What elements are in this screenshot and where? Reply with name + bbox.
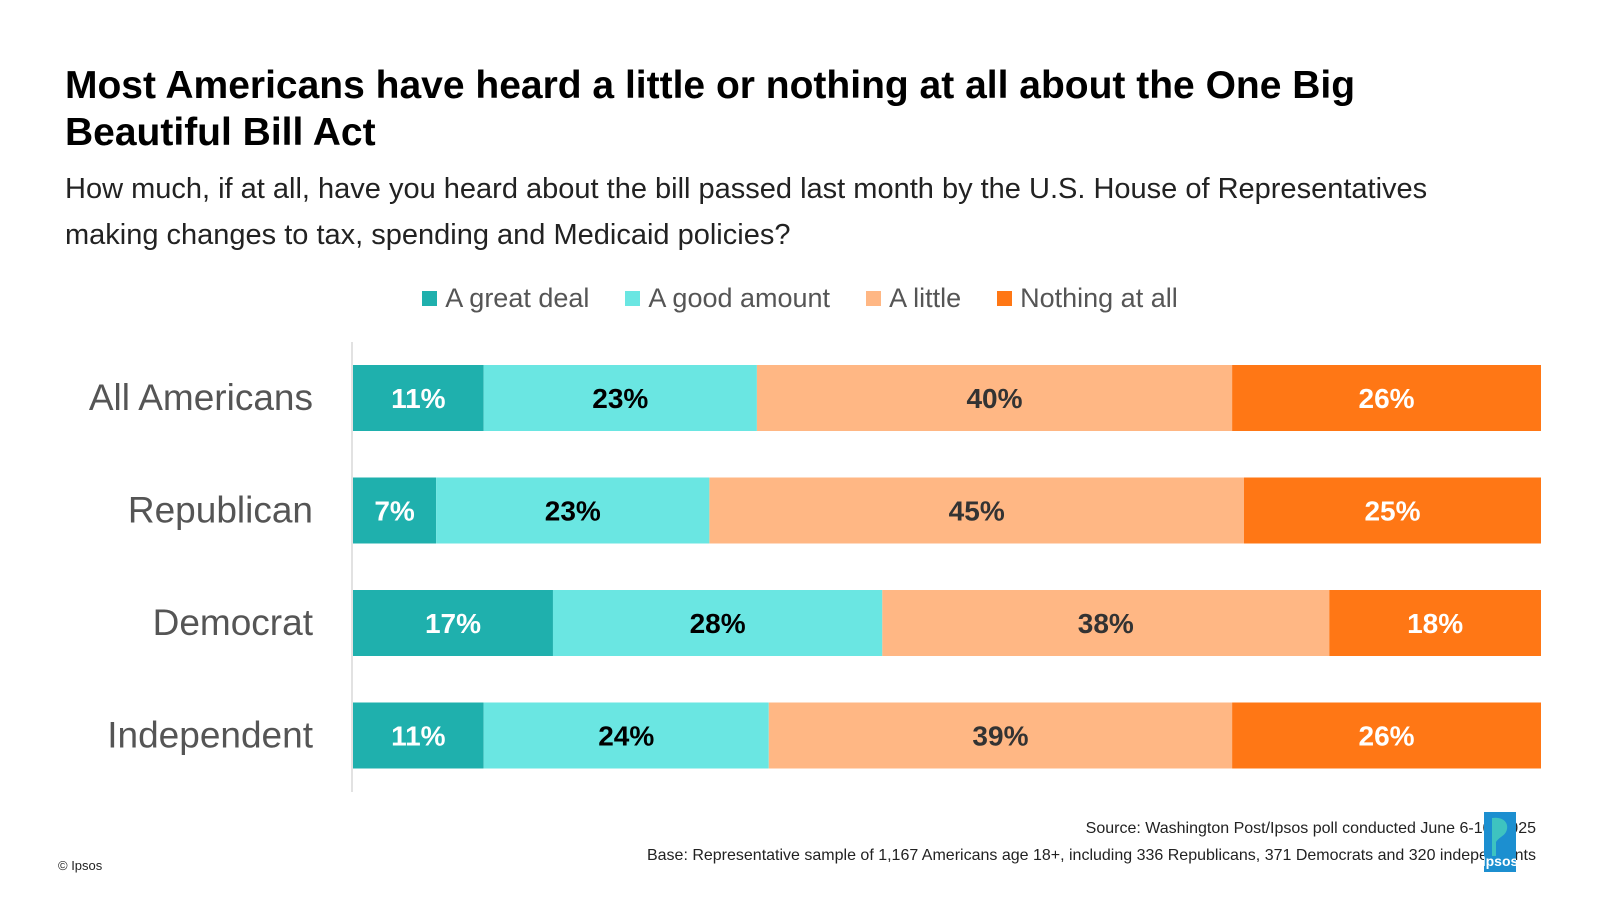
bar-all-americans-nothing-at-all xyxy=(1232,365,1541,431)
legend: A great deal A good amount A little Noth… xyxy=(0,283,1600,314)
bar-republican-a-great-deal xyxy=(353,477,437,544)
data-label-democrat-a-little: 38% xyxy=(1078,608,1134,639)
legend-swatch-nothing xyxy=(997,291,1013,306)
data-label-all-americans-nothing-at-all: 26% xyxy=(1359,383,1415,414)
source-note: Source: Washington Post/Ipsos poll condu… xyxy=(647,815,1536,869)
data-label-independent-a-great-deal: 11% xyxy=(391,721,446,752)
logo-text: Ipsos xyxy=(1484,853,1516,869)
legend-item-good-amount: A good amount xyxy=(625,283,830,314)
bar-independent-nothing-at-all xyxy=(1232,702,1541,769)
legend-swatch-good-amount xyxy=(625,291,641,306)
data-label-democrat-a-great-deal: 17% xyxy=(425,608,481,639)
data-label-republican-nothing-at-all: 25% xyxy=(1364,496,1420,527)
data-label-democrat-nothing-at-all: 18% xyxy=(1407,608,1463,639)
legend-label-great-deal: A great deal xyxy=(445,283,590,313)
chart-subtitle: How much, if at all, have you heard abou… xyxy=(65,173,1428,251)
legend-label-nothing: Nothing at all xyxy=(1020,283,1178,313)
data-label-independent-a-little: 39% xyxy=(972,721,1028,752)
data-label-independent-a-good-amount: 24% xyxy=(598,721,654,752)
base-text: Base: Representative sample of 1,167 Ame… xyxy=(646,847,1536,864)
data-label-republican-a-great-deal: 7% xyxy=(374,496,415,527)
legend-item-a-little: A little xyxy=(866,283,961,314)
legend-item-great-deal: A great deal xyxy=(422,283,589,314)
bar-republican-a-good-amount xyxy=(436,477,710,544)
legend-item-nothing: Nothing at all xyxy=(997,283,1178,314)
bar-democrat-a-good-amount xyxy=(552,590,883,656)
data-label-all-americans-a-great-deal: 11% xyxy=(391,383,446,414)
category-label-all-americans: All Americans xyxy=(89,377,313,418)
bar-all-americans-a-little xyxy=(756,365,1233,431)
legend-swatch-great-deal xyxy=(422,291,438,306)
bar-republican-a-little xyxy=(709,477,1244,544)
bar-democrat-a-great-deal xyxy=(353,590,553,656)
legend-label-a-little: A little xyxy=(889,283,962,313)
chart-title: Most Americans have heard a little or no… xyxy=(65,64,1356,154)
source-text: Source: Washington Post/Ipsos poll condu… xyxy=(1085,820,1536,837)
data-label-democrat-a-good-amount: 28% xyxy=(690,608,746,639)
bar-all-americans-a-great-deal xyxy=(353,365,484,431)
bar-all-americans-a-good-amount xyxy=(483,365,757,431)
category-label-independent: Independent xyxy=(107,715,313,756)
bar-republican-nothing-at-all xyxy=(1244,477,1541,544)
copyright: © Ipsos xyxy=(58,858,103,873)
legend-label-good-amount: A good amount xyxy=(648,283,831,313)
bar-independent-a-good-amount xyxy=(483,702,769,769)
data-label-all-americans-a-good-amount: 23% xyxy=(592,383,648,414)
ipsos-logo: Ipsos xyxy=(1484,812,1516,872)
data-label-all-americans-a-little: 40% xyxy=(966,383,1022,414)
bar-democrat-a-little xyxy=(882,590,1330,656)
bar-independent-a-little xyxy=(768,702,1233,769)
bar-independent-a-great-deal xyxy=(353,702,484,769)
data-label-republican-a-little: 45% xyxy=(949,496,1005,527)
category-label-republican: Republican xyxy=(128,490,313,531)
data-label-independent-nothing-at-all: 26% xyxy=(1359,721,1415,752)
bar-democrat-nothing-at-all xyxy=(1329,590,1541,656)
legend-swatch-a-little xyxy=(866,291,882,306)
category-label-democrat: Democrat xyxy=(153,602,314,643)
data-label-republican-a-good-amount: 23% xyxy=(545,496,601,527)
